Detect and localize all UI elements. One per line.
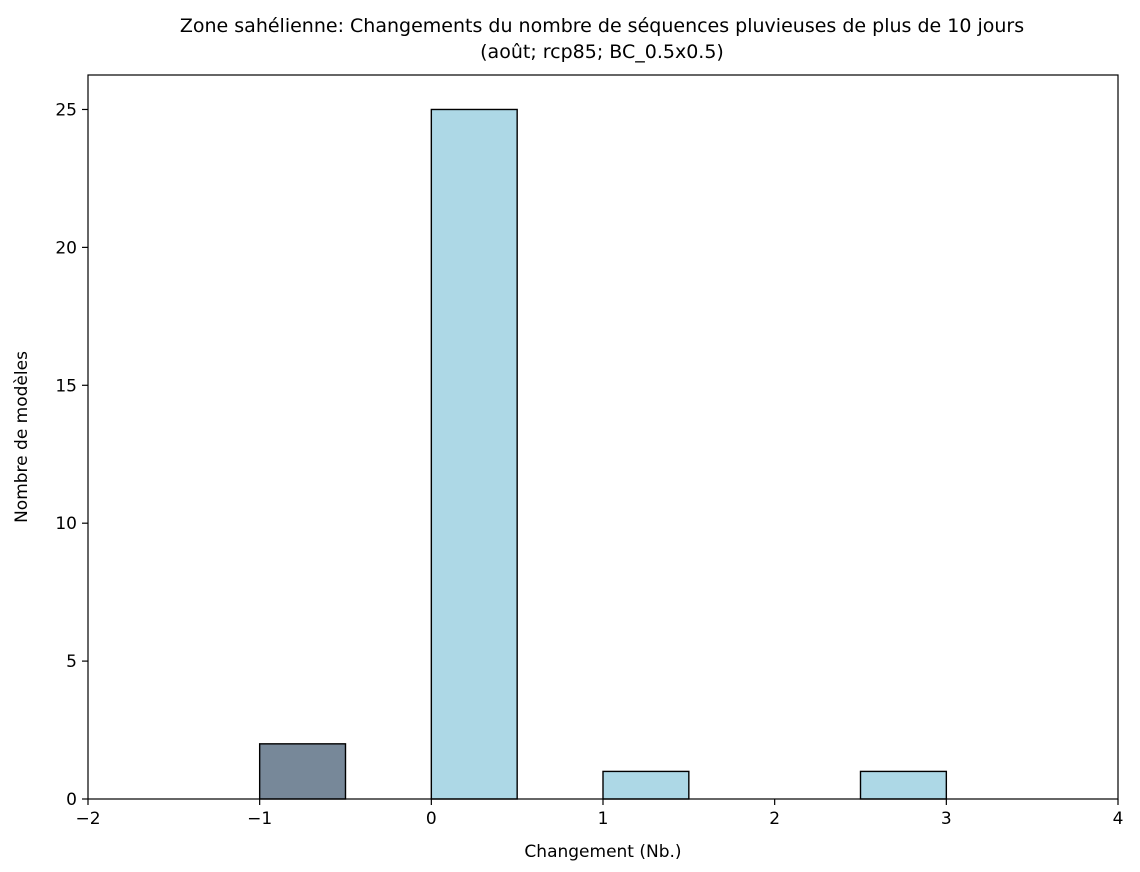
histogram-bar-3 xyxy=(859,770,948,800)
y-tick-label: 0 xyxy=(66,790,77,810)
histogram-bar-0 xyxy=(258,743,347,800)
histogram-bar-1 xyxy=(430,108,518,800)
y-tick-label: 5 xyxy=(66,652,77,672)
y-axis-label: Nombre de modèles xyxy=(12,351,32,523)
plot-frame xyxy=(87,74,1119,800)
x-tick-label: 3 xyxy=(941,809,952,829)
x-axis-ticks: −2 −1 0 1 2 3 4 xyxy=(75,799,1123,829)
x-axis-label: Changement (Nb.) xyxy=(524,842,681,862)
chart-subtitle: (août; rcp85; BC_0.5x0.5) xyxy=(480,41,724,63)
y-axis-ticks: 0 5 10 15 20 25 xyxy=(55,100,88,810)
x-tick-label: 1 xyxy=(598,809,609,829)
x-tick-label: 4 xyxy=(1113,809,1124,829)
x-tick-label: 2 xyxy=(769,809,780,829)
histogram-bar-2 xyxy=(602,770,690,800)
x-tick-label: 0 xyxy=(426,809,437,829)
x-tick-label: −2 xyxy=(75,809,100,829)
y-tick-label: 15 xyxy=(55,376,77,396)
bars-layer xyxy=(258,108,948,800)
y-tick-label: 25 xyxy=(55,100,77,120)
y-tick-label: 20 xyxy=(55,238,77,258)
x-tick-label: −1 xyxy=(247,809,272,829)
y-tick-label: 10 xyxy=(55,514,77,534)
chart-title: Zone sahélienne: Changements du nombre d… xyxy=(180,15,1024,37)
